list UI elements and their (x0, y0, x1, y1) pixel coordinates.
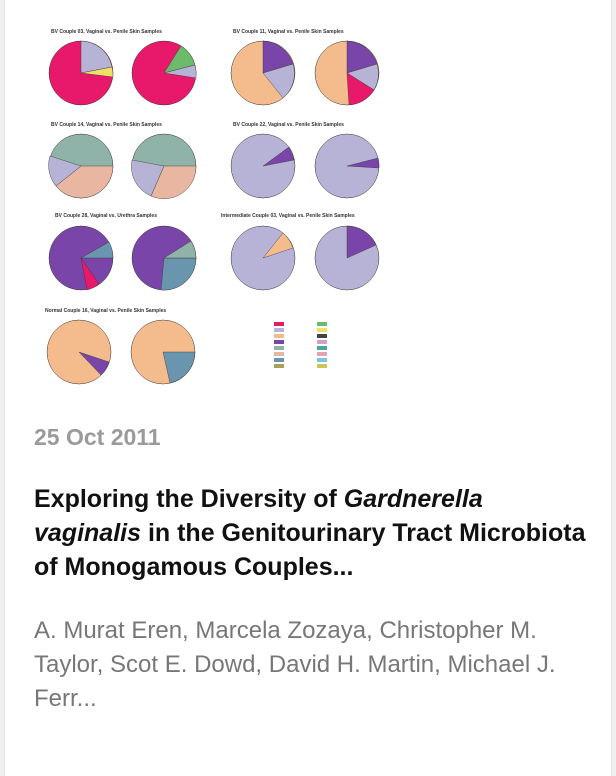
panel-title-2: BV Couple 11, Vaginal vs. Penile Skin Sa… (233, 29, 344, 35)
pie-int03-vaginal (230, 225, 296, 291)
panel-title-4: BV Couple 22, Vaginal vs. Penile Skin Sa… (233, 122, 344, 128)
article-title-part1: Exploring the Diversity of (34, 485, 344, 513)
pie-bv28-vaginal (48, 225, 114, 291)
pie-bv14-vaginal (48, 133, 114, 199)
pie-bv22-penile (314, 133, 380, 199)
pie-figure: BV Couple 03, Vaginal vs. Penile Skin Sa… (45, 29, 380, 385)
article-title-species: Gardnerella vaginalis (34, 485, 483, 547)
article-authors: A. Murat Eren, Marcela Zozaya, Christoph… (34, 617, 556, 712)
pie-n16-vaginal (46, 319, 112, 385)
pie-bv03-penile (131, 40, 197, 106)
panel-title-1: BV Couple 03, Vaginal vs. Penile Skin Sa… (51, 29, 162, 35)
pie-int03-penile (314, 225, 380, 291)
figure-legend (274, 322, 327, 368)
article-thumbnail[interactable]: BV Couple 03, Vaginal vs. Penile Skin Sa… (31, 20, 403, 400)
article-title-part2: in the Genitourinary Tract Microbiota of… (34, 519, 586, 581)
panel-title-6: Intermediate Couple 03, Vaginal vs. Peni… (221, 213, 355, 219)
pie-bv11-vaginal (230, 40, 296, 106)
pie-bv14-penile (131, 133, 197, 199)
pie-bv11-penile (314, 40, 380, 106)
pie-bv22-vaginal (230, 133, 296, 199)
pie-n16-penile (130, 319, 196, 385)
panel-title-5: BV Couple 28, Vaginal vs. Urethra Sample… (55, 213, 157, 219)
publication-date: 25 Oct 2011 (34, 424, 161, 450)
panel-title-3: BV Couple 14, Vaginal vs. Penile Skin Sa… (51, 122, 162, 128)
article-card[interactable]: BV Couple 03, Vaginal vs. Penile Skin Sa… (4, 0, 612, 776)
panel-title-7: Normal Couple 16, Vaginal vs. Penile Ski… (45, 308, 166, 314)
pie-bv28-urethra (131, 225, 197, 291)
article-title[interactable]: Exploring the Diversity of Gardnerella v… (34, 482, 594, 584)
pie-bv03-vaginal (48, 40, 114, 106)
